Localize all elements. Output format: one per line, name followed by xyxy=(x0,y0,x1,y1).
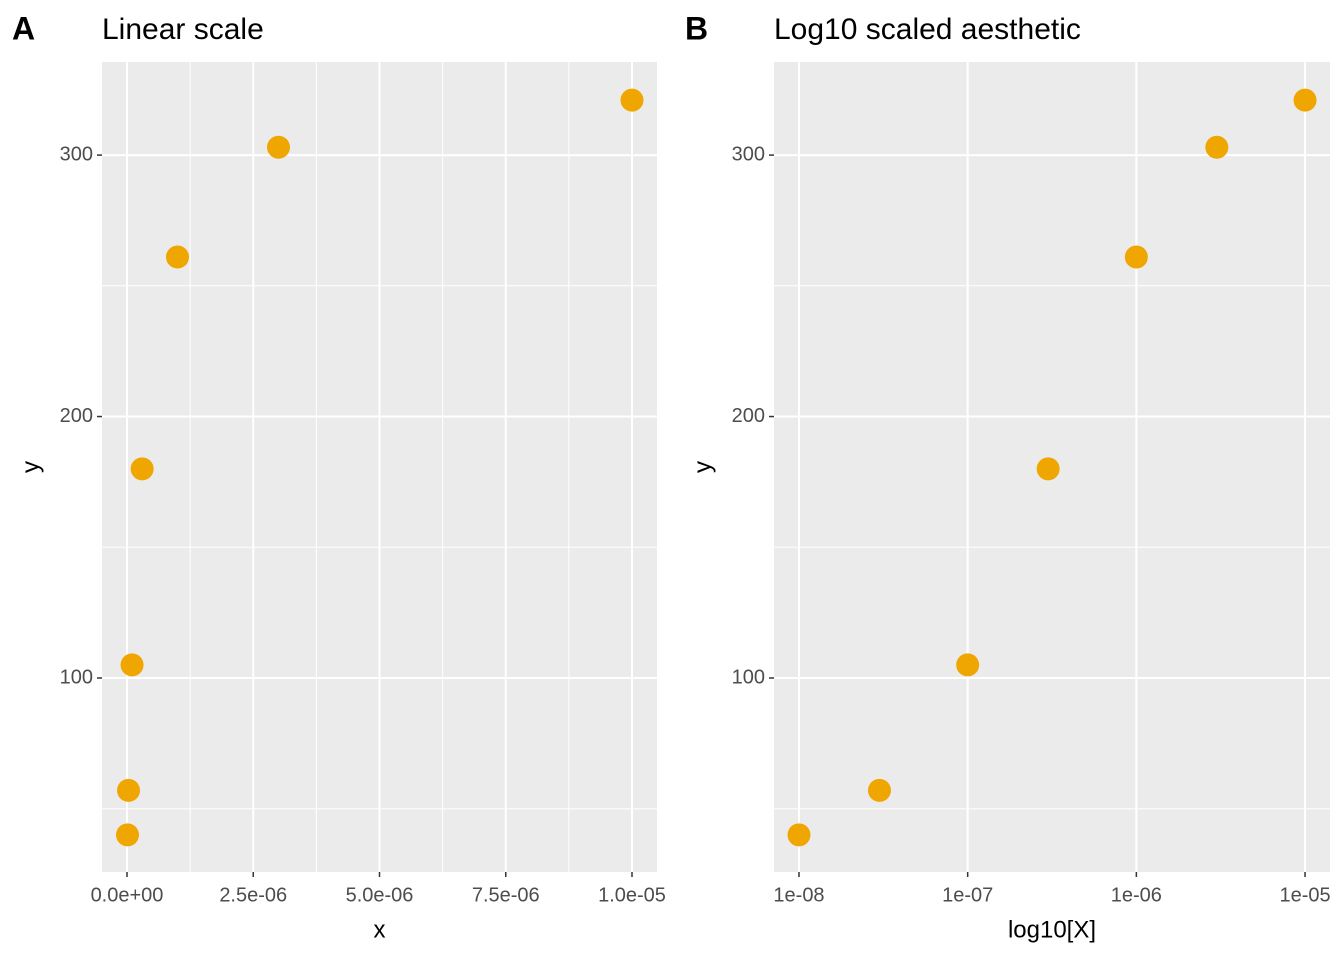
x-axis-label: x xyxy=(374,916,386,943)
y-tick-label: 300 xyxy=(732,143,765,165)
y-tick-label: 100 xyxy=(732,666,765,688)
panel-tag: B xyxy=(685,10,708,46)
point xyxy=(117,778,141,802)
y-tick-label: 100 xyxy=(60,666,93,688)
point xyxy=(130,457,154,481)
point xyxy=(956,653,980,677)
point xyxy=(1205,135,1229,159)
x-tick-label: 5.0e-06 xyxy=(346,884,414,906)
y-axis-label: y xyxy=(689,461,716,473)
point xyxy=(165,245,189,269)
x-tick-label: 1e-05 xyxy=(1279,884,1330,906)
point xyxy=(116,823,140,847)
point xyxy=(120,653,144,677)
panel-tag: A xyxy=(12,10,35,46)
y-tick-label: 200 xyxy=(60,405,93,427)
x-tick-label: 0.0e+00 xyxy=(91,884,164,906)
y-axis-label: y xyxy=(17,461,44,473)
point xyxy=(787,823,811,847)
x-tick-label: 1e-06 xyxy=(1111,884,1162,906)
point xyxy=(620,88,644,112)
point xyxy=(1036,457,1060,481)
x-tick-label: 2.5e-06 xyxy=(219,884,287,906)
y-tick-label: 300 xyxy=(60,143,93,165)
chart-title: Linear scale xyxy=(102,13,264,46)
y-tick-label: 200 xyxy=(732,405,765,427)
x-axis-label: log10[X] xyxy=(1008,916,1096,943)
x-tick-label: 1e-07 xyxy=(942,884,993,906)
point xyxy=(266,135,290,159)
x-tick-label: 7.5e-06 xyxy=(472,884,540,906)
x-tick-label: 1.0e-05 xyxy=(598,884,666,906)
point xyxy=(867,778,891,802)
x-tick-label: 1e-08 xyxy=(773,884,824,906)
point xyxy=(1124,245,1148,269)
point xyxy=(1293,88,1317,112)
chart-title: Log10 scaled aesthetic xyxy=(774,13,1081,46)
